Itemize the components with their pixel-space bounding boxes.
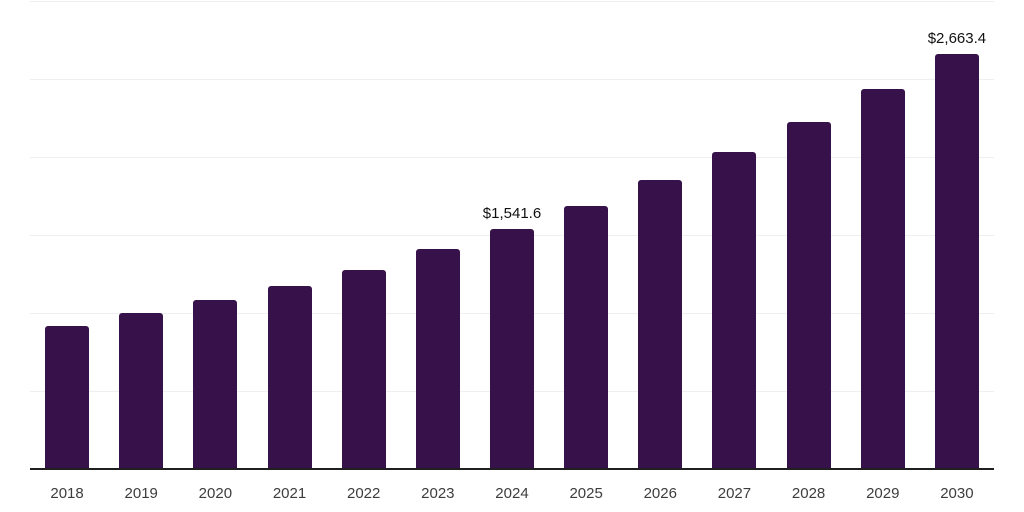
x-tick-label-2025: 2025: [569, 485, 603, 502]
gridline-2000: [30, 157, 994, 158]
x-tick-label-2019: 2019: [124, 485, 158, 502]
x-tick-label-2029: 2029: [866, 485, 900, 502]
bar-2018: [45, 326, 90, 469]
bar-2025: [564, 206, 609, 469]
x-tick-label-2024: 2024: [495, 485, 529, 502]
bar-2024: [490, 228, 534, 469]
bar-2019: [119, 313, 164, 469]
bar-2028: [786, 121, 831, 469]
x-tick-label-2023: 2023: [421, 485, 455, 502]
x-tick-label-2020: 2020: [198, 485, 233, 502]
x-tick-label-2030: 2030: [940, 485, 974, 502]
x-tick-label-2028: 2028: [791, 485, 826, 502]
bar-2022: [341, 270, 386, 469]
x-tick-label-2026: 2026: [643, 485, 677, 502]
x-axis-line: [30, 468, 994, 470]
gridline-2500: [30, 79, 994, 80]
bar-2020: [193, 299, 238, 469]
x-tick-label-2022: 2022: [346, 485, 381, 502]
x-tick-label-2027: 2027: [717, 485, 752, 502]
bar-2027: [712, 152, 757, 469]
value-label-2030: $2,663.4: [927, 29, 987, 47]
bar-2026: [638, 179, 683, 469]
bar-2029: [860, 89, 905, 469]
bar-2023: [415, 249, 460, 469]
value-label-2024: $1,541.6: [482, 204, 542, 222]
x-tick-label-2021: 2021: [272, 485, 307, 502]
bar-2021: [267, 285, 312, 469]
gridline-3000: [30, 1, 994, 2]
bar-2030: [934, 53, 979, 469]
x-tick-label-2018: 2018: [50, 485, 84, 502]
